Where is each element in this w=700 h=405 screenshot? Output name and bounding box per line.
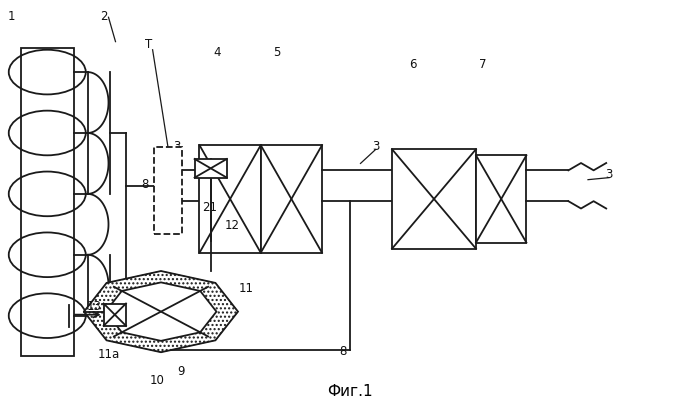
Text: 12: 12 [225,218,240,231]
Polygon shape [84,271,238,352]
Text: 3: 3 [372,139,379,152]
Text: 2: 2 [100,10,107,23]
Text: 4: 4 [214,46,220,59]
Bar [392,150,476,249]
Bar [21,49,74,356]
Text: 7: 7 [480,58,486,71]
Text: 6: 6 [410,58,416,71]
Text: 3: 3 [606,168,612,181]
Text: 11: 11 [239,281,254,294]
Text: 5: 5 [273,46,280,59]
Text: 21: 21 [202,200,218,213]
Text: 8: 8 [141,178,148,191]
Text: 1: 1 [8,10,15,23]
Text: 8: 8 [340,344,346,357]
Polygon shape [106,283,216,341]
Bar [195,160,227,178]
Bar [154,148,182,235]
Text: 13: 13 [87,299,102,312]
Text: 10: 10 [150,373,165,386]
Text: 9: 9 [177,364,184,377]
Text: 3: 3 [173,139,180,152]
Bar [199,146,260,253]
Text: Фиг.1: Фиг.1 [327,383,373,398]
Bar [104,304,126,326]
Text: 11a: 11a [97,347,120,360]
Bar [260,146,322,253]
Bar [476,156,526,243]
Text: T: T [146,38,153,51]
